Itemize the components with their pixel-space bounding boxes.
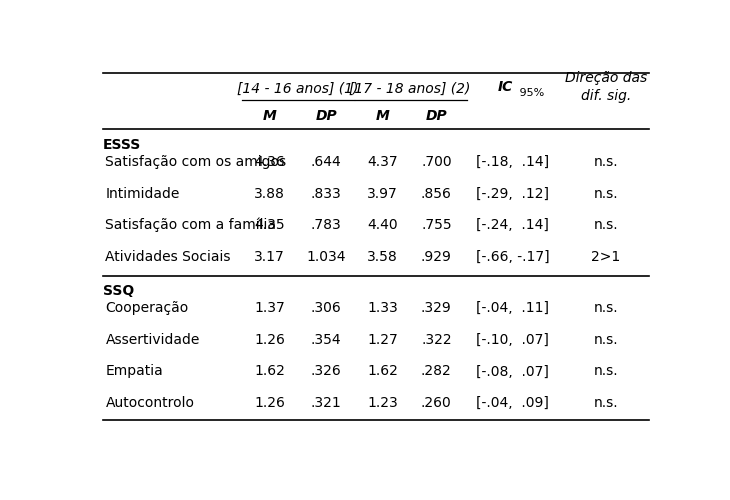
Text: .321: .321 — [311, 396, 342, 410]
Text: .282: .282 — [421, 364, 452, 378]
Text: 3.17: 3.17 — [254, 250, 285, 264]
Text: 95%: 95% — [515, 88, 544, 98]
Text: 1.034: 1.034 — [307, 250, 346, 264]
Text: 4.36: 4.36 — [254, 155, 285, 169]
Text: n.s.: n.s. — [593, 155, 618, 169]
Text: .856: .856 — [421, 186, 452, 200]
Text: [-.18,  .14]: [-.18, .14] — [476, 155, 549, 169]
Text: Atividades Sociais: Atividades Sociais — [105, 250, 231, 264]
Text: DP: DP — [426, 109, 447, 123]
Text: Satisfação com os amigos: Satisfação com os amigos — [105, 155, 286, 169]
Text: n.s.: n.s. — [593, 218, 618, 232]
Text: [17 - 18 anos] (2): [17 - 18 anos] (2) — [349, 82, 470, 96]
Text: 3.97: 3.97 — [367, 186, 398, 200]
Text: .322: .322 — [421, 333, 452, 347]
Text: [-.04,  .11]: [-.04, .11] — [476, 301, 549, 315]
Text: n.s.: n.s. — [593, 301, 618, 315]
Text: 3.58: 3.58 — [367, 250, 398, 264]
Text: DP: DP — [315, 109, 337, 123]
Text: 3.88: 3.88 — [254, 186, 285, 200]
Text: .260: .260 — [421, 396, 452, 410]
Text: 1.62: 1.62 — [254, 364, 285, 378]
Text: Autocontrolo: Autocontrolo — [105, 396, 194, 410]
Text: [-.04,  .09]: [-.04, .09] — [476, 396, 549, 410]
Text: 4.35: 4.35 — [254, 218, 285, 232]
Text: 1.23: 1.23 — [367, 396, 398, 410]
Text: IC: IC — [497, 80, 512, 94]
Text: .329: .329 — [421, 301, 452, 315]
Text: 1.62: 1.62 — [367, 364, 398, 378]
Text: [-.10,  .07]: [-.10, .07] — [476, 333, 549, 347]
Text: M: M — [376, 109, 390, 123]
Text: n.s.: n.s. — [593, 186, 618, 200]
Text: 1.27: 1.27 — [367, 333, 398, 347]
Text: Empatia: Empatia — [105, 364, 163, 378]
Text: .700: .700 — [421, 155, 452, 169]
Text: n.s.: n.s. — [593, 364, 618, 378]
Text: [14 - 16 anos] (1): [14 - 16 anos] (1) — [237, 82, 358, 96]
Text: Cooperação: Cooperação — [105, 301, 188, 315]
Text: Assertividade: Assertividade — [105, 333, 200, 347]
Text: .783: .783 — [311, 218, 342, 232]
Text: 4.40: 4.40 — [367, 218, 398, 232]
Text: n.s.: n.s. — [593, 396, 618, 410]
Text: .929: .929 — [421, 250, 452, 264]
Text: 2>1: 2>1 — [591, 250, 620, 264]
Text: Intimidade: Intimidade — [105, 186, 180, 200]
Text: .755: .755 — [421, 218, 452, 232]
Text: Satisfação com a família: Satisfação com a família — [105, 218, 277, 232]
Text: SSQ: SSQ — [102, 284, 134, 298]
Text: Direção das
dif. sig.: Direção das dif. sig. — [565, 70, 648, 103]
Text: [-.08,  .07]: [-.08, .07] — [476, 364, 549, 378]
Text: [-.29,  .12]: [-.29, .12] — [476, 186, 549, 200]
Text: 1.33: 1.33 — [367, 301, 398, 315]
Text: ESSS: ESSS — [102, 138, 141, 151]
Text: [-.66, -.17]: [-.66, -.17] — [476, 250, 550, 264]
Text: .306: .306 — [311, 301, 342, 315]
Text: .833: .833 — [311, 186, 342, 200]
Text: .326: .326 — [311, 364, 342, 378]
Text: 4.37: 4.37 — [367, 155, 398, 169]
Text: [-.24,  .14]: [-.24, .14] — [476, 218, 549, 232]
Text: n.s.: n.s. — [593, 333, 618, 347]
Text: .644: .644 — [311, 155, 342, 169]
Text: 1.26: 1.26 — [254, 333, 285, 347]
Text: 1.37: 1.37 — [254, 301, 285, 315]
Text: M: M — [263, 109, 277, 123]
Text: 1.26: 1.26 — [254, 396, 285, 410]
Text: .354: .354 — [311, 333, 342, 347]
